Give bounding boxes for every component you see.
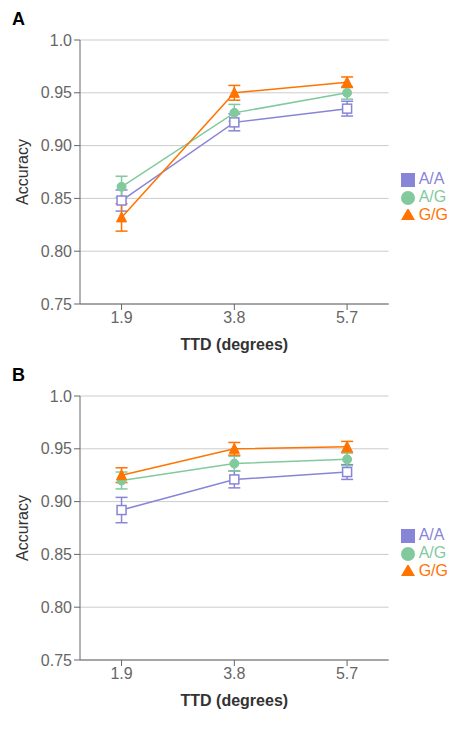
svg-text:0.95: 0.95 [41,84,72,101]
svg-text:0.80: 0.80 [41,243,72,260]
svg-text:5.7: 5.7 [336,309,358,326]
svg-text:1.9: 1.9 [110,665,132,682]
svg-text:0.90: 0.90 [41,137,72,154]
svg-text:TTD (degrees): TTD (degrees) [181,692,289,709]
html-text:G/G: G/G [418,562,448,579]
svg-text:5.7: 5.7 [336,665,358,682]
html-text:A: A [12,9,25,29]
svg-text:Accuracy: Accuracy [14,495,31,561]
svg-text:Accuracy: Accuracy [14,139,31,205]
svg-text:0.85: 0.85 [41,546,72,563]
html-text:A/A: A/A [418,526,445,543]
svg-text:0.75: 0.75 [41,296,72,313]
svg-text:0.80: 0.80 [41,599,72,616]
svg-text:1.0: 1.0 [50,32,72,49]
svg-text:1.0: 1.0 [50,388,72,405]
svg-text:3.8: 3.8 [223,309,245,326]
html-text:A/G: A/G [418,544,447,561]
svg-text:1.9: 1.9 [110,309,132,326]
html-text:A/A: A/A [418,170,445,187]
html-text:A/G: A/G [418,188,447,205]
svg-text:0.75: 0.75 [41,652,72,669]
html-text:B: B [12,365,25,385]
svg-text:0.90: 0.90 [41,493,72,510]
html-text:G/G: G/G [418,206,448,223]
svg-text:3.8: 3.8 [223,665,245,682]
svg-text:TTD (degrees): TTD (degrees) [181,336,289,353]
svg-text:0.85: 0.85 [41,190,72,207]
svg-text:0.95: 0.95 [41,440,72,457]
